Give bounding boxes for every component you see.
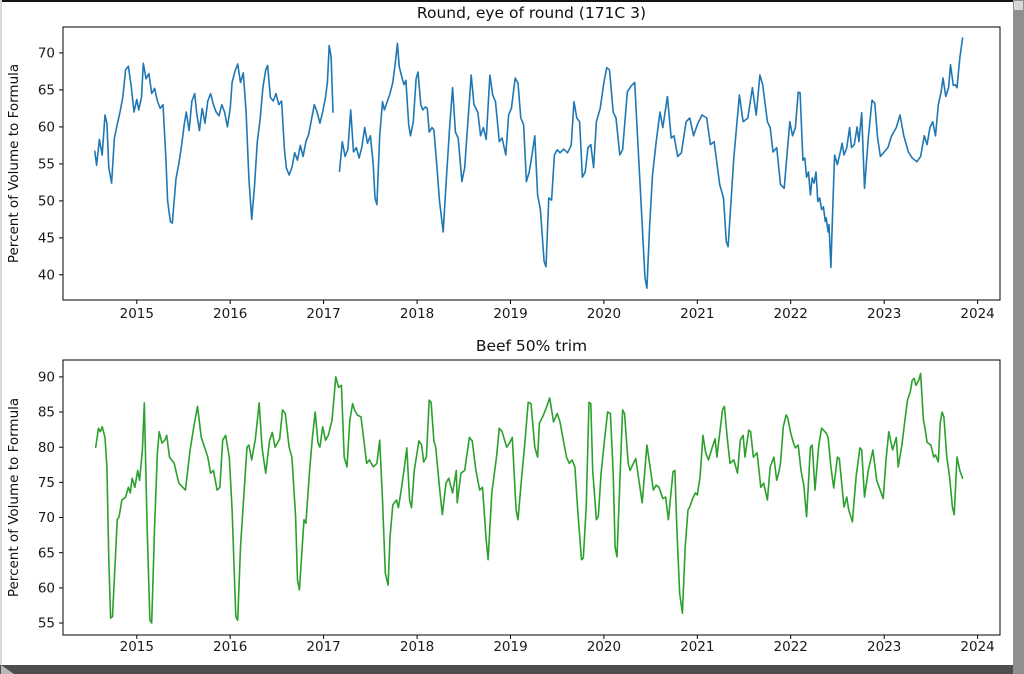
y-tick-label: 45 <box>38 231 55 247</box>
x-tick-label: 2017 <box>306 639 340 655</box>
window-bottom-edge <box>0 665 1013 674</box>
y-tick-label: 75 <box>38 475 55 491</box>
series-line-1 <box>94 37 964 289</box>
y-tick-label: 50 <box>38 194 55 210</box>
subplot-1: 2015 2016 2017 2018 2019 2020 2021 2022 2023 2024… <box>6 4 1001 322</box>
y-tick-label: 60 <box>38 581 55 597</box>
x-tick-label: 2022 <box>774 639 808 655</box>
plot-frame <box>62 359 1001 636</box>
x-tick-label: 2020 <box>587 639 621 655</box>
series-line-2 <box>94 372 964 624</box>
x-tick-label: 2019 <box>493 306 527 322</box>
window-left-border <box>0 0 2 674</box>
y-tick-label: 65 <box>38 83 55 99</box>
plot-frame <box>62 26 1001 301</box>
subplot-2: 2015 2016 2017 2018 2019 2020 2021 2022 2023 2024… <box>6 337 1001 655</box>
y-tick-label: 60 <box>38 120 55 136</box>
y-axis-label: Percent of Volume to Formula <box>6 398 22 597</box>
x-tick-label: 2015 <box>120 306 154 322</box>
y-axis-label: Percent of Volume to Formula <box>6 64 22 263</box>
x-tick-label: 2019 <box>493 639 527 655</box>
x-tick-label: 2023 <box>867 306 901 322</box>
x-tick-label: 2016 <box>213 306 247 322</box>
x-tick-label: 2024 <box>960 306 994 322</box>
x-tick-label: 2021 <box>680 306 714 322</box>
y-tick-label: 90 <box>38 370 55 386</box>
x-tick-label: 2023 <box>867 639 901 655</box>
y-tick-label: 85 <box>38 405 55 421</box>
x-tick-label: 2024 <box>960 639 994 655</box>
x-tick-label: 2021 <box>680 639 714 655</box>
x-tick-label: 2020 <box>587 306 621 322</box>
chart-title: Beef 50% trim <box>476 337 587 355</box>
y-tick-label: 55 <box>38 157 55 173</box>
x-tick-label: 2018 <box>400 306 434 322</box>
x-tick-label: 2017 <box>306 306 340 322</box>
x-tick-label: 2015 <box>120 639 154 655</box>
y-tick-label: 55 <box>38 616 55 632</box>
right-scrollbar[interactable] <box>1013 0 1024 674</box>
scrollbar-button[interactable] <box>1014 1 1023 10</box>
x-tick-label: 2022 <box>774 306 808 322</box>
x-tick-label: 2018 <box>400 639 434 655</box>
x-tick-label: 2016 <box>213 639 247 655</box>
y-tick-label: 80 <box>38 440 55 456</box>
resize-grip-icon[interactable] <box>1 665 14 674</box>
y-tick-label: 40 <box>38 268 55 284</box>
y-tick-label: 65 <box>38 545 55 561</box>
window-top-border <box>0 0 1024 2</box>
y-tick-label: 70 <box>38 46 55 62</box>
chart-title: Round, eye of round (171C 3) <box>417 4 646 22</box>
y-tick-label: 70 <box>38 510 55 526</box>
